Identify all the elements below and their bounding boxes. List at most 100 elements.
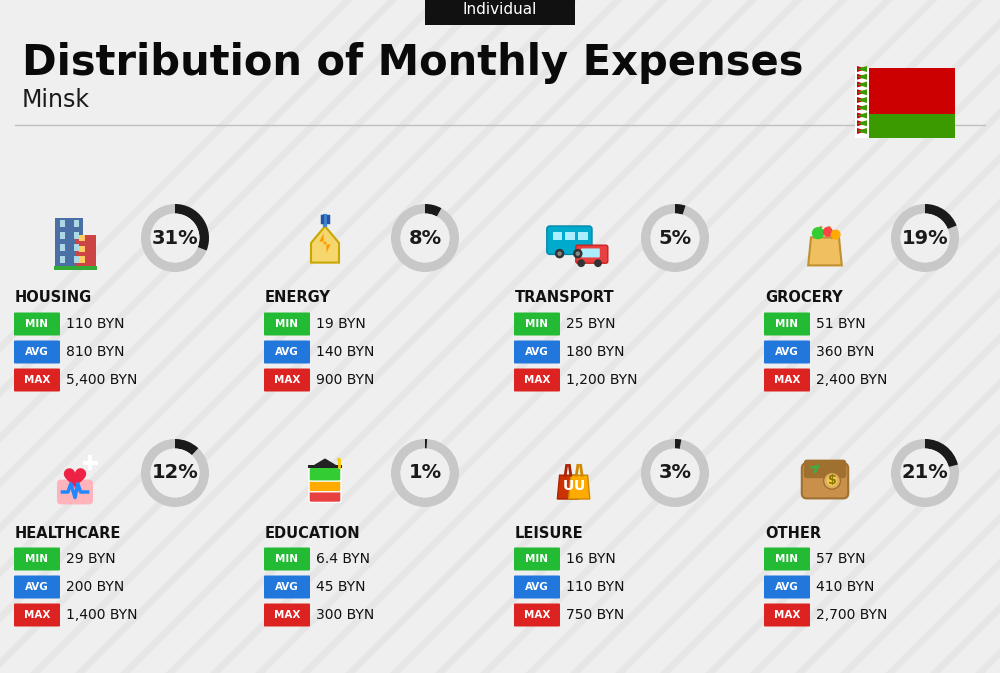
FancyBboxPatch shape: [514, 548, 560, 571]
FancyBboxPatch shape: [54, 267, 97, 270]
Text: 45 BYN: 45 BYN: [316, 580, 366, 594]
Text: U: U: [574, 479, 585, 493]
Text: 31%: 31%: [152, 229, 198, 248]
Text: HOUSING: HOUSING: [15, 291, 92, 306]
Polygon shape: [311, 226, 339, 262]
Text: OTHER: OTHER: [765, 526, 821, 540]
FancyBboxPatch shape: [764, 575, 810, 598]
Circle shape: [831, 229, 841, 240]
Text: 3%: 3%: [658, 464, 692, 483]
Circle shape: [573, 249, 583, 258]
Polygon shape: [857, 128, 867, 134]
Text: MIN: MIN: [526, 319, 548, 329]
Text: $: $: [828, 474, 836, 487]
FancyBboxPatch shape: [14, 369, 60, 392]
FancyBboxPatch shape: [578, 232, 588, 240]
FancyBboxPatch shape: [309, 467, 341, 481]
Text: 51 BYN: 51 BYN: [816, 317, 866, 331]
Circle shape: [577, 259, 585, 267]
Circle shape: [594, 259, 602, 267]
Text: MIN: MIN: [26, 319, 48, 329]
Text: 300 BYN: 300 BYN: [316, 608, 374, 622]
Polygon shape: [319, 234, 331, 253]
Polygon shape: [311, 458, 339, 467]
Text: 16 BYN: 16 BYN: [566, 552, 616, 566]
Text: AVG: AVG: [775, 582, 799, 592]
Polygon shape: [857, 90, 867, 96]
FancyBboxPatch shape: [76, 235, 96, 269]
Text: 200 BYN: 200 BYN: [66, 580, 124, 594]
Text: EDUCATION: EDUCATION: [265, 526, 361, 540]
FancyBboxPatch shape: [74, 220, 79, 227]
Text: 21%: 21%: [902, 464, 948, 483]
Polygon shape: [857, 81, 867, 87]
Text: MIN: MIN: [26, 554, 48, 564]
FancyBboxPatch shape: [60, 220, 65, 227]
FancyBboxPatch shape: [764, 604, 810, 627]
Text: Minsk: Minsk: [22, 88, 90, 112]
FancyBboxPatch shape: [514, 369, 560, 392]
Polygon shape: [857, 97, 867, 103]
Polygon shape: [557, 475, 579, 499]
FancyBboxPatch shape: [264, 312, 310, 336]
Text: 140 BYN: 140 BYN: [316, 345, 374, 359]
FancyBboxPatch shape: [60, 256, 65, 262]
Text: MIN: MIN: [776, 319, 798, 329]
FancyBboxPatch shape: [55, 218, 83, 269]
Circle shape: [555, 249, 564, 258]
FancyBboxPatch shape: [309, 478, 341, 492]
FancyBboxPatch shape: [514, 604, 560, 627]
Polygon shape: [857, 112, 867, 118]
Polygon shape: [808, 238, 842, 265]
Circle shape: [901, 448, 949, 497]
Text: LEISURE: LEISURE: [515, 526, 584, 540]
Text: 1%: 1%: [408, 464, 442, 483]
Circle shape: [337, 458, 341, 462]
Circle shape: [812, 227, 824, 240]
Text: MIN: MIN: [276, 319, 298, 329]
Circle shape: [576, 252, 580, 256]
FancyBboxPatch shape: [14, 312, 60, 336]
FancyBboxPatch shape: [855, 68, 955, 114]
FancyBboxPatch shape: [79, 235, 85, 242]
Text: MAX: MAX: [274, 610, 300, 620]
FancyBboxPatch shape: [264, 575, 310, 598]
Text: 810 BYN: 810 BYN: [66, 345, 124, 359]
Text: MAX: MAX: [524, 610, 550, 620]
Circle shape: [557, 252, 562, 256]
FancyBboxPatch shape: [764, 312, 810, 336]
Text: MAX: MAX: [274, 375, 300, 385]
Text: MIN: MIN: [526, 554, 548, 564]
FancyBboxPatch shape: [802, 463, 848, 499]
FancyBboxPatch shape: [264, 341, 310, 363]
Text: 6.4 BYN: 6.4 BYN: [316, 552, 370, 566]
Text: 19%: 19%: [902, 229, 948, 248]
Polygon shape: [857, 90, 867, 96]
Text: MAX: MAX: [774, 375, 800, 385]
Wedge shape: [925, 204, 957, 229]
Text: ENERGY: ENERGY: [265, 291, 331, 306]
Text: MAX: MAX: [524, 375, 550, 385]
Text: 25 BYN: 25 BYN: [566, 317, 616, 331]
FancyBboxPatch shape: [576, 245, 608, 263]
Text: AVG: AVG: [275, 347, 299, 357]
Circle shape: [651, 213, 699, 262]
FancyBboxPatch shape: [60, 232, 65, 239]
Polygon shape: [857, 105, 867, 111]
FancyBboxPatch shape: [308, 465, 342, 468]
FancyBboxPatch shape: [309, 489, 341, 503]
Text: Distribution of Monthly Expenses: Distribution of Monthly Expenses: [22, 42, 804, 84]
Text: MAX: MAX: [24, 375, 50, 385]
Circle shape: [823, 227, 833, 237]
FancyBboxPatch shape: [74, 244, 79, 251]
Text: AVG: AVG: [275, 582, 299, 592]
Polygon shape: [857, 120, 867, 127]
Text: 8%: 8%: [408, 229, 442, 248]
Text: HEALTHCARE: HEALTHCARE: [15, 526, 121, 540]
FancyBboxPatch shape: [264, 604, 310, 627]
Circle shape: [827, 476, 837, 486]
Polygon shape: [857, 128, 867, 134]
FancyBboxPatch shape: [514, 341, 560, 363]
Circle shape: [401, 448, 449, 497]
Text: 2,700 BYN: 2,700 BYN: [816, 608, 887, 622]
